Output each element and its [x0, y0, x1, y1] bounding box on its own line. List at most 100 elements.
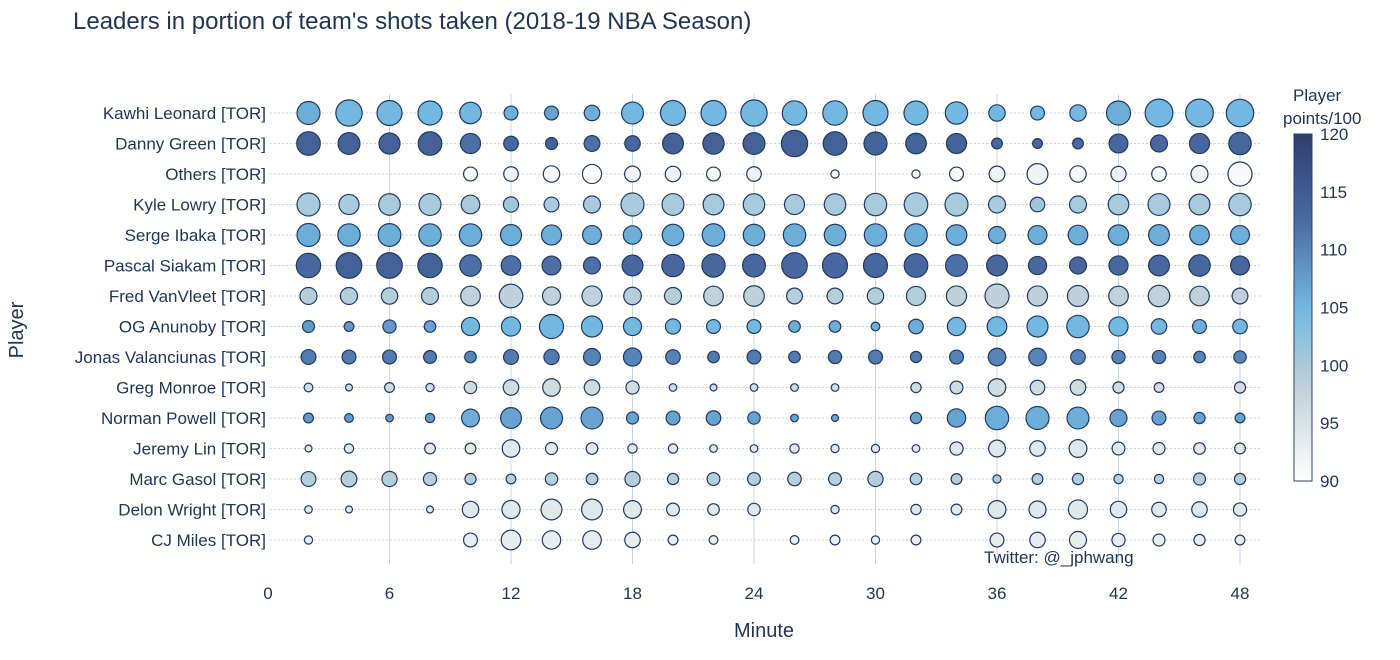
bubble-12-17 [992, 474, 1002, 484]
bubble-6-0 [299, 286, 318, 306]
bubble-2-20 [1110, 165, 1127, 183]
bubble-12-11 [747, 472, 761, 486]
bubble-12-13 [828, 472, 842, 486]
bubble-4-2 [377, 223, 402, 247]
bubble-5-17 [985, 254, 1008, 277]
bubble-9-10 [709, 383, 718, 392]
bubbles [295, 98, 1255, 551]
bubble-12-7 [585, 472, 599, 486]
bubble-8-12 [788, 350, 801, 364]
bubble-7-17 [986, 316, 1008, 337]
bubble-8-7 [582, 347, 602, 367]
bubble-10-3 [424, 412, 436, 424]
bubble-11-6 [544, 441, 559, 456]
bubble-10-23 [1234, 412, 1246, 424]
bubble-2-18 [1026, 163, 1049, 186]
bubble-5-13 [821, 252, 849, 279]
bubble-3-6 [543, 196, 560, 213]
bubble-6-14 [866, 287, 885, 305]
bubble-10-8 [625, 411, 640, 425]
colorbar-tick-2: 100 [1320, 356, 1348, 375]
y-tick-label-8: Jonas Valanciunas [TOR] [75, 348, 266, 367]
bubble-4-23 [1229, 224, 1251, 246]
colorbar-title-line1: Player [1293, 86, 1342, 105]
bubble-1-22 [1188, 132, 1211, 155]
bubble-1-23 [1228, 131, 1252, 156]
bubble-12-2 [381, 470, 398, 488]
bubble-11-17 [988, 439, 1006, 458]
bubble-0-22 [1185, 98, 1214, 128]
bubble-14-19 [1068, 530, 1088, 550]
bubble-2-11 [746, 166, 762, 182]
bubble-5-20 [1108, 255, 1129, 276]
bubble-0-5 [503, 105, 519, 121]
bubble-13-9 [666, 502, 680, 517]
bubble-1-14 [863, 131, 888, 156]
bubble-1-20 [1108, 133, 1129, 154]
bubble-1-11 [742, 131, 766, 156]
bubble-8-10 [707, 350, 720, 364]
colorbar-tick-1: 95 [1320, 414, 1339, 433]
bubble-5-15 [903, 253, 929, 278]
bubble-10-22 [1193, 411, 1206, 425]
bubble-2-5 [503, 166, 519, 182]
bubble-3-13 [823, 193, 847, 216]
bubble-4-15 [904, 223, 928, 247]
bubble-14-23 [1234, 534, 1246, 546]
bubble-8-4 [464, 350, 477, 364]
bubble-7-8 [622, 316, 643, 337]
bubble-1-21 [1149, 134, 1169, 153]
bubble-6-15 [905, 285, 927, 307]
bubble-1-10 [702, 132, 725, 155]
bubble-2-8 [623, 165, 641, 183]
bubble-0-0 [296, 100, 321, 126]
bubble-0-18 [1029, 105, 1046, 121]
bubble-13-0 [304, 505, 313, 514]
bubble-3-7 [582, 195, 602, 214]
bubble-7-19 [1066, 314, 1090, 339]
bubble-13-8 [622, 500, 642, 520]
bubble-6-16 [945, 285, 968, 307]
bubble-9-4 [463, 380, 478, 395]
bubble-4-19 [1067, 224, 1089, 246]
bubble-10-20 [1109, 408, 1128, 428]
x-tick-label-1: 6 [385, 584, 394, 603]
bubble-1-18 [1031, 138, 1043, 150]
bubble-13-7 [580, 498, 603, 521]
colorbar-title-line2: points/100 [1283, 109, 1361, 128]
bubble-8-22 [1193, 350, 1206, 364]
bubble-5-7 [582, 256, 602, 275]
bubble-11-22 [1193, 442, 1206, 455]
bubble-8-2 [381, 349, 398, 365]
x-tick-label-2: 12 [502, 584, 521, 603]
bubble-9-11 [749, 383, 759, 392]
bubble-4-22 [1189, 224, 1210, 246]
bubble-6-18 [1026, 285, 1049, 307]
bubble-14-4 [462, 532, 479, 548]
bubble-13-5 [501, 499, 521, 520]
bubble-6-12 [785, 287, 803, 305]
bubble-1-5 [503, 135, 519, 152]
y-tick-label-3: Kyle Lowry [TOR] [133, 196, 266, 215]
y-tick-label-5: Pascal Siakam [TOR] [104, 257, 266, 276]
bubble-13-1 [344, 505, 354, 514]
bubble-4-10 [701, 223, 726, 247]
colorbar-tick-3: 105 [1320, 299, 1348, 318]
x-tick-label-3: 18 [623, 584, 642, 603]
bubble-9-2 [384, 382, 396, 394]
bubble-5-0 [295, 252, 322, 279]
bubble-13-3 [425, 505, 435, 514]
bubble-9-0 [303, 382, 314, 393]
bubble-11-20 [1111, 441, 1126, 456]
y-tick-label-0: Kawhi Leonard [TOR] [103, 104, 266, 123]
bubble-12-19 [1071, 472, 1085, 486]
bubble-7-13 [828, 320, 842, 333]
bubble-12-20 [1113, 473, 1124, 485]
bubble-4-13 [823, 223, 847, 247]
bubble-7-12 [788, 320, 801, 333]
bubble-8-21 [1151, 349, 1167, 365]
bubble-3-9 [661, 192, 685, 217]
bubble-3-17 [987, 195, 1007, 214]
bubble-0-23 [1225, 98, 1255, 128]
bubble-0-10 [700, 99, 727, 127]
